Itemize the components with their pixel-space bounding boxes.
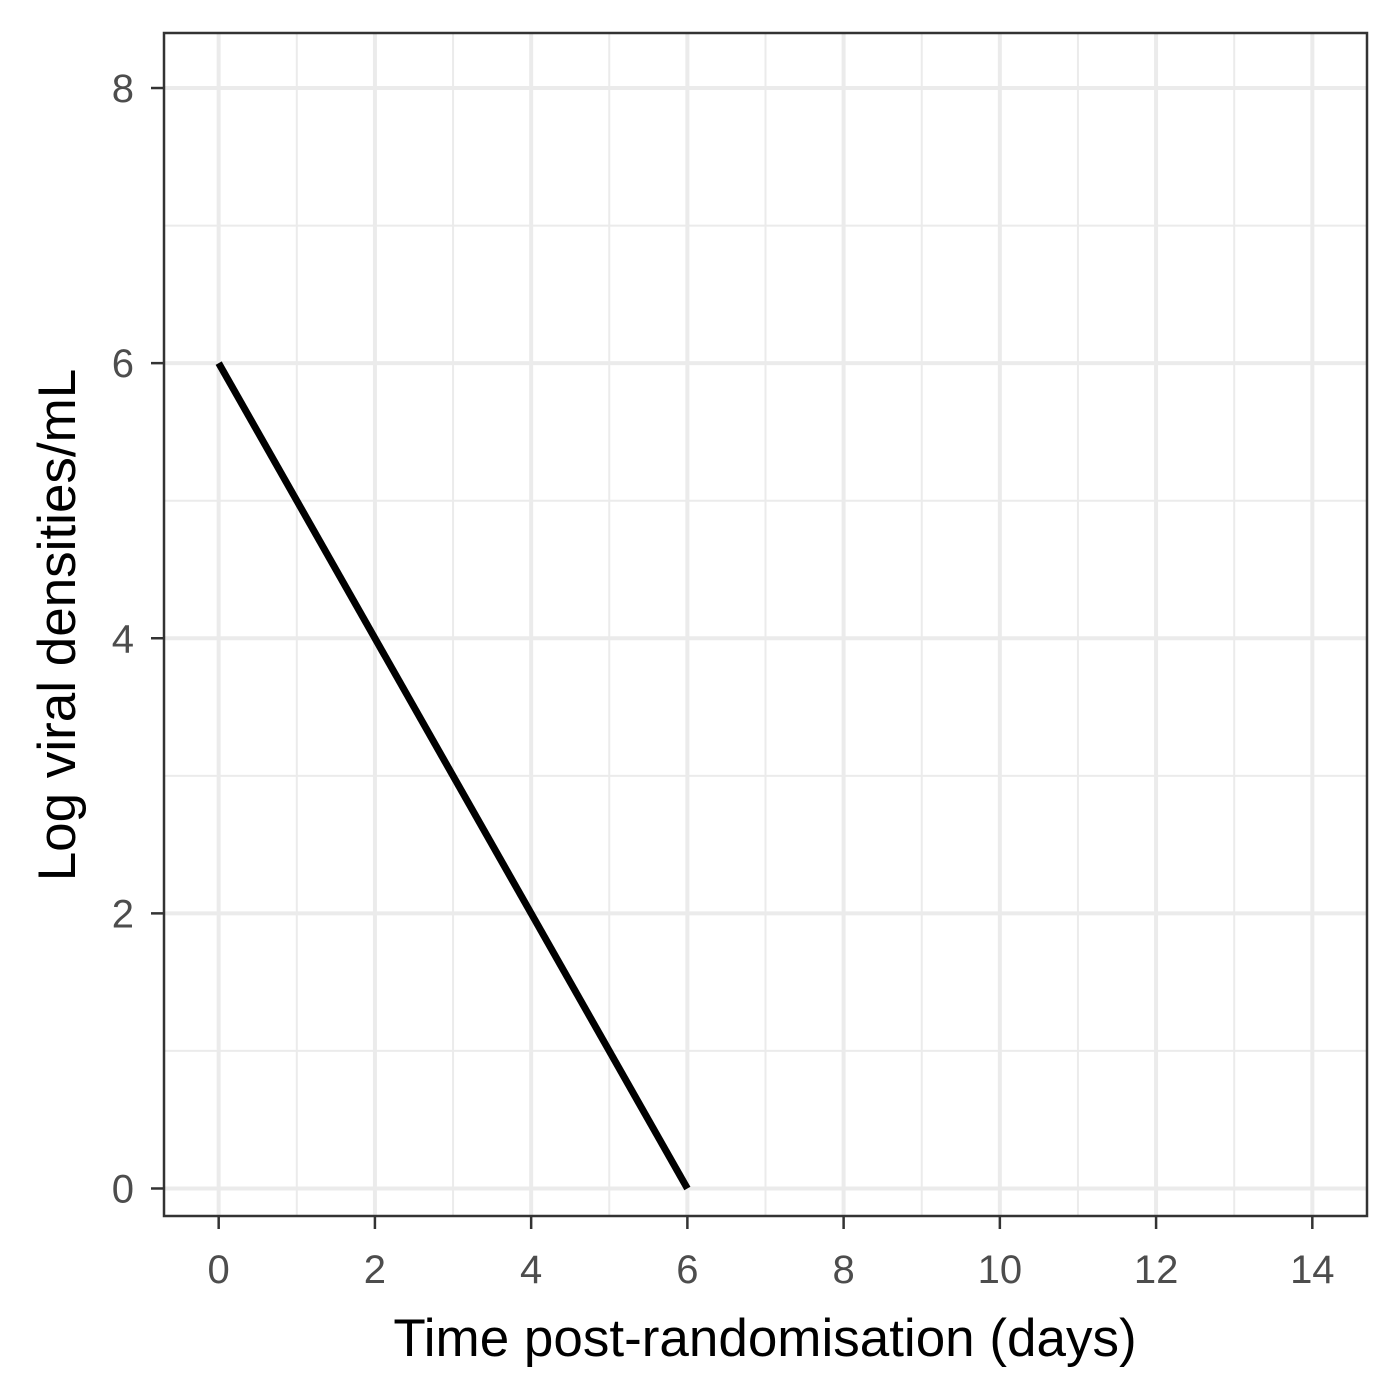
x-axis: 0 2 4 6 8 10 12 14 [208, 1216, 1335, 1292]
y-tick-label: 8 [112, 67, 134, 111]
x-tick-label: 2 [364, 1248, 386, 1292]
y-axis: 0 2 4 6 8 [112, 67, 164, 1211]
x-tick-label: 10 [978, 1248, 1023, 1292]
y-tick-label: 6 [112, 342, 134, 386]
y-tick-label: 0 [112, 1167, 134, 1211]
series-line [215, 361, 691, 1191]
x-tick-label: 14 [1290, 1248, 1335, 1292]
major-gridlines [164, 33, 1367, 1216]
x-axis-title: Time post-randomisation (days) [393, 1309, 1136, 1368]
panel-border [162, 31, 1369, 1218]
x-tick-label: 0 [208, 1248, 230, 1292]
y-axis-title: Log viral densities/mL [28, 369, 87, 882]
minor-gridlines [164, 33, 1367, 1216]
series-layer [215, 361, 691, 1191]
x-tick-label: 8 [832, 1248, 854, 1292]
x-tick-label: 12 [1134, 1248, 1179, 1292]
x-tick-label: 6 [676, 1248, 698, 1292]
x-tick-label: 4 [520, 1248, 542, 1292]
y-tick-label: 4 [112, 617, 134, 661]
y-tick-label: 2 [112, 892, 134, 936]
